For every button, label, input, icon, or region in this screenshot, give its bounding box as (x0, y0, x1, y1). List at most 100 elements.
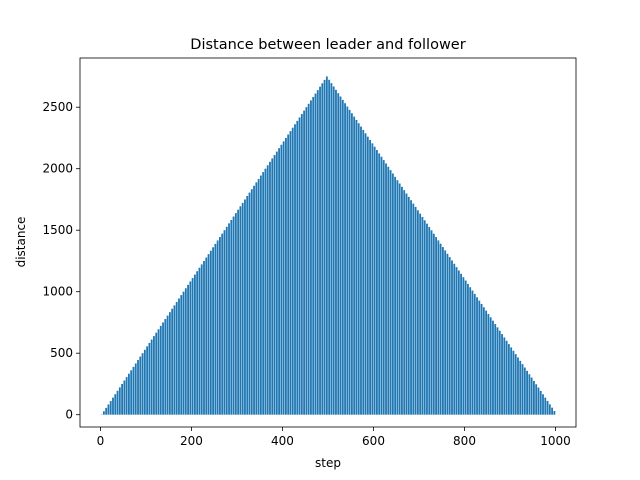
bar (453, 263, 456, 415)
bar (410, 200, 412, 415)
bar (380, 156, 383, 415)
bar (414, 206, 417, 415)
bar (305, 107, 308, 415)
bar (137, 360, 139, 415)
bar (355, 119, 358, 415)
x-tick-label: 1000 (540, 434, 571, 448)
bar (298, 117, 301, 415)
y-tick-label: 1500 (42, 223, 73, 237)
bar (287, 134, 290, 415)
x-axis-label: step (315, 456, 341, 470)
bar (357, 123, 360, 415)
bar (391, 173, 394, 415)
bar (168, 312, 171, 415)
bar (289, 131, 292, 415)
bar (496, 327, 499, 415)
bar (373, 146, 376, 415)
bar (139, 356, 142, 415)
bar (385, 163, 387, 415)
bar (325, 76, 328, 415)
bar (303, 110, 306, 415)
bar (280, 144, 283, 415)
bar (519, 360, 522, 415)
bar (116, 390, 119, 415)
bar (405, 193, 408, 415)
bar (376, 150, 378, 415)
bar (487, 313, 490, 415)
bar (348, 109, 351, 415)
bar (180, 295, 183, 415)
bar (153, 336, 155, 415)
bar (501, 334, 503, 415)
bar (285, 137, 287, 415)
bar (394, 176, 397, 415)
bar (455, 267, 458, 415)
bar (441, 247, 444, 415)
bar (419, 213, 422, 415)
bar (121, 383, 123, 415)
bar (248, 192, 251, 415)
bar (517, 357, 519, 415)
bar (134, 363, 137, 415)
bar (184, 288, 187, 415)
bar (464, 280, 467, 415)
bar (282, 141, 285, 415)
bar (489, 317, 492, 415)
x-tick-label: 800 (453, 434, 476, 448)
bar (432, 233, 435, 415)
bar (460, 273, 463, 415)
bar (533, 380, 535, 415)
bar (255, 182, 258, 415)
bar (203, 260, 205, 415)
bar (387, 166, 390, 415)
bar (523, 367, 526, 415)
bar (507, 344, 510, 415)
bar (371, 143, 374, 415)
bar (253, 185, 255, 415)
bar (162, 322, 164, 415)
bar (542, 394, 544, 415)
bar (230, 219, 233, 415)
bar (143, 349, 146, 415)
bar (310, 100, 312, 415)
bar (157, 329, 160, 415)
y-tick-label: 0 (65, 408, 73, 422)
bar (360, 126, 362, 415)
bar (321, 83, 324, 415)
bar (171, 308, 174, 415)
bar (362, 129, 365, 415)
y-axis-label: distance (14, 217, 28, 268)
bar (469, 287, 472, 415)
y-tick-label: 2000 (42, 162, 73, 176)
bar (421, 216, 424, 415)
bar (223, 230, 226, 415)
bar (462, 277, 465, 415)
bar (346, 106, 349, 415)
bar (498, 330, 501, 415)
bar (448, 257, 451, 415)
bar (344, 103, 346, 415)
bar (530, 377, 533, 415)
bar (314, 93, 317, 415)
bar (264, 168, 267, 415)
bar (241, 202, 244, 415)
bar (316, 90, 319, 415)
bar (307, 103, 310, 415)
bar (353, 116, 356, 415)
bar (214, 243, 217, 415)
bar (262, 172, 265, 415)
x-tick-label: 200 (180, 434, 203, 448)
bar (271, 158, 274, 415)
bar (148, 342, 151, 415)
bar (291, 127, 294, 415)
bar (335, 89, 337, 415)
x-tick-label: 0 (97, 434, 105, 448)
bar (182, 291, 185, 415)
bar (146, 346, 149, 415)
bar (473, 293, 476, 415)
bar (187, 284, 189, 415)
bar (150, 339, 153, 415)
bar (244, 199, 246, 415)
bar (219, 237, 221, 415)
